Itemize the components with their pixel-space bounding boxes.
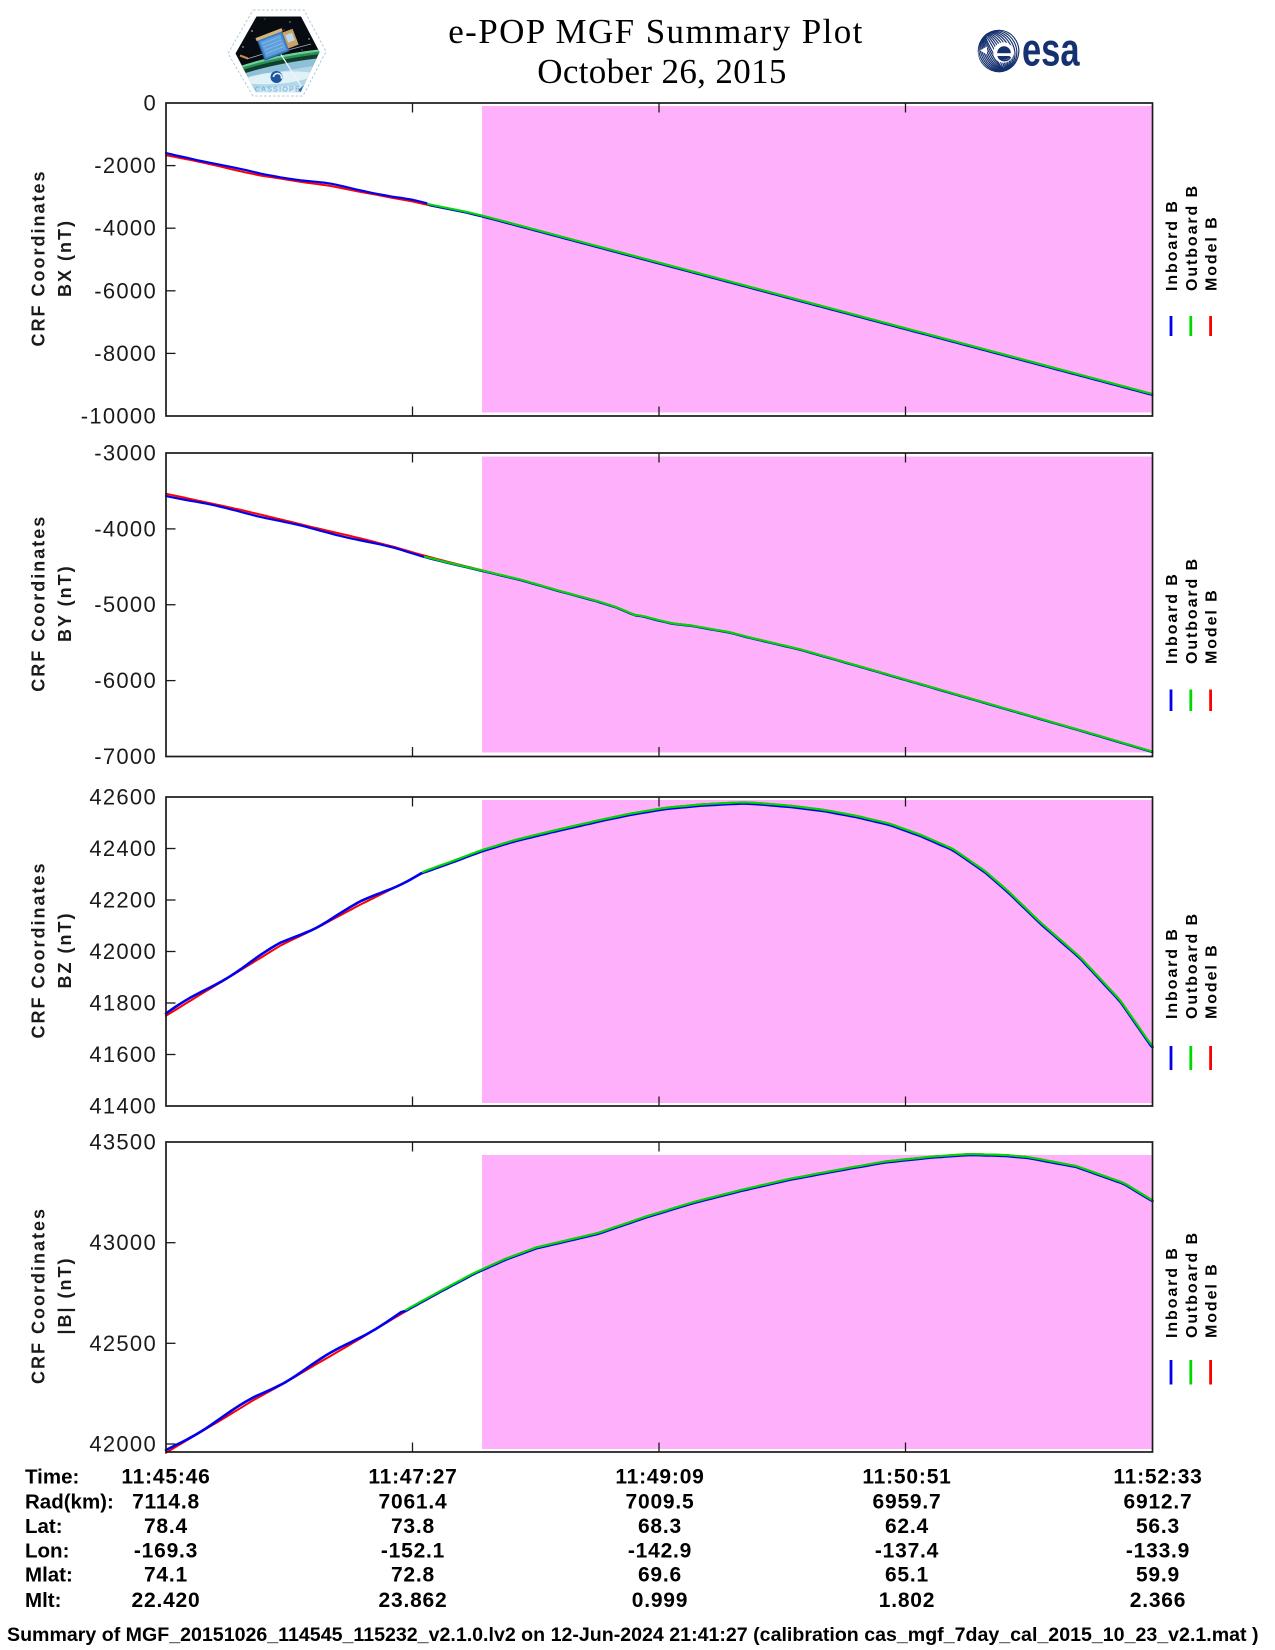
svg-text:CASSIOPE: CASSIOPE [255, 87, 301, 94]
svg-text:Summary of MGF_20151026_114545: Summary of MGF_20151026_114545_115232_v2… [7, 1624, 1259, 1646]
svg-text:42000: 42000 [89, 1432, 157, 1457]
svg-text:43000: 43000 [89, 1230, 157, 1255]
svg-text:CRF Coordinates: CRF Coordinates [29, 515, 49, 692]
svg-text:Inboard B: Inboard B [1164, 572, 1181, 664]
svg-text:Time:: Time: [25, 1466, 79, 1489]
svg-text:-8000: -8000 [94, 341, 157, 366]
svg-text:59.9: 59.9 [1136, 1564, 1180, 1587]
svg-text:42500: 42500 [89, 1331, 157, 1356]
svg-text:Mlt:: Mlt: [25, 1589, 61, 1612]
svg-text:-6000: -6000 [94, 668, 157, 693]
svg-text:2.366: 2.366 [1130, 1589, 1187, 1612]
svg-text:42600: 42600 [89, 785, 157, 810]
svg-text:-3000: -3000 [94, 441, 157, 466]
svg-text:41400: 41400 [89, 1094, 157, 1119]
svg-text:41600: 41600 [89, 1042, 157, 1067]
svg-text:Inboard B: Inboard B [1164, 927, 1181, 1019]
svg-text:Outboard B: Outboard B [1184, 184, 1201, 291]
svg-text:-10000: -10000 [81, 404, 157, 429]
svg-text:7009.5: 7009.5 [625, 1491, 694, 1514]
svg-text:-133.9: -133.9 [1126, 1540, 1190, 1563]
svg-text:Inboard B: Inboard B [1164, 1246, 1181, 1338]
svg-text:-169.3: -169.3 [134, 1540, 198, 1563]
svg-text:e-POP MGF Summary Plot: e-POP MGF Summary Plot [448, 12, 864, 51]
svg-text:Inboard B: Inboard B [1164, 199, 1181, 291]
svg-text:CRF Coordinates: CRF Coordinates [29, 1207, 49, 1384]
svg-text:11:52:33: 11:52:33 [1113, 1466, 1202, 1489]
svg-text:-137.4: -137.4 [875, 1540, 939, 1563]
svg-text:Rad(km):: Rad(km): [25, 1491, 114, 1514]
svg-text:Outboard B: Outboard B [1184, 557, 1201, 664]
svg-text:11:50:51: 11:50:51 [862, 1466, 951, 1489]
svg-text:42200: 42200 [89, 888, 157, 913]
svg-text:0: 0 [143, 91, 157, 116]
svg-text:CRF Coordinates: CRF Coordinates [29, 861, 49, 1038]
svg-text:-152.1: -152.1 [381, 1540, 445, 1563]
svg-text:72.8: 72.8 [391, 1564, 435, 1587]
svg-text:Outboard B: Outboard B [1184, 912, 1201, 1019]
svg-text:41800: 41800 [89, 991, 157, 1016]
svg-text:-2000: -2000 [94, 153, 157, 178]
svg-text:7114.8: 7114.8 [132, 1491, 200, 1514]
svg-text:11:47:27: 11:47:27 [368, 1466, 457, 1489]
svg-text:7061.4: 7061.4 [378, 1491, 447, 1514]
svg-text:esa: esa [1022, 24, 1080, 76]
svg-text:BX (nT): BX (nT) [55, 219, 75, 297]
svg-text:October 26, 2015: October 26, 2015 [537, 52, 787, 91]
svg-text:6959.7: 6959.7 [872, 1491, 941, 1514]
svg-text:Model B: Model B [1204, 588, 1221, 664]
svg-text:-7000: -7000 [94, 744, 157, 769]
svg-text:|B| (nT): |B| (nT) [55, 1256, 75, 1334]
svg-text:73.8: 73.8 [391, 1515, 435, 1538]
svg-text:65.1: 65.1 [885, 1564, 929, 1587]
svg-text:62.4: 62.4 [885, 1515, 929, 1538]
svg-text:23.862: 23.862 [378, 1589, 447, 1612]
svg-text:BZ (nT): BZ (nT) [55, 912, 75, 989]
svg-text:0.999: 0.999 [632, 1589, 689, 1612]
svg-text:-142.9: -142.9 [628, 1540, 692, 1563]
svg-text:6912.7: 6912.7 [1123, 1491, 1192, 1514]
svg-text:43500: 43500 [89, 1130, 157, 1155]
svg-text:-4000: -4000 [94, 216, 157, 241]
svg-text:Model B: Model B [1204, 215, 1221, 291]
svg-text:BY (nT): BY (nT) [55, 564, 75, 642]
svg-text:Lat:: Lat: [25, 1515, 63, 1538]
svg-text:Model B: Model B [1204, 943, 1221, 1019]
svg-text:Outboard B: Outboard B [1184, 1231, 1201, 1338]
svg-text:Lon:: Lon: [25, 1540, 69, 1563]
svg-text:78.4: 78.4 [144, 1515, 188, 1538]
svg-text:Model B: Model B [1204, 1262, 1221, 1338]
svg-text:11:49:09: 11:49:09 [615, 1466, 704, 1489]
svg-text:42000: 42000 [89, 939, 157, 964]
svg-text:69.6: 69.6 [638, 1564, 682, 1587]
svg-text:11:45:46: 11:45:46 [121, 1466, 210, 1489]
svg-text:42400: 42400 [89, 836, 157, 861]
svg-text:Mlat:: Mlat: [25, 1564, 73, 1587]
svg-text:68.3: 68.3 [638, 1515, 682, 1538]
svg-text:-4000: -4000 [94, 516, 157, 541]
svg-text:-5000: -5000 [94, 592, 157, 617]
svg-text:74.1: 74.1 [144, 1564, 188, 1587]
svg-text:22.420: 22.420 [131, 1589, 200, 1612]
svg-text:-6000: -6000 [94, 278, 157, 303]
svg-text:56.3: 56.3 [1136, 1515, 1180, 1538]
svg-text:1.802: 1.802 [879, 1589, 936, 1612]
svg-text:CRF Coordinates: CRF Coordinates [29, 169, 49, 346]
